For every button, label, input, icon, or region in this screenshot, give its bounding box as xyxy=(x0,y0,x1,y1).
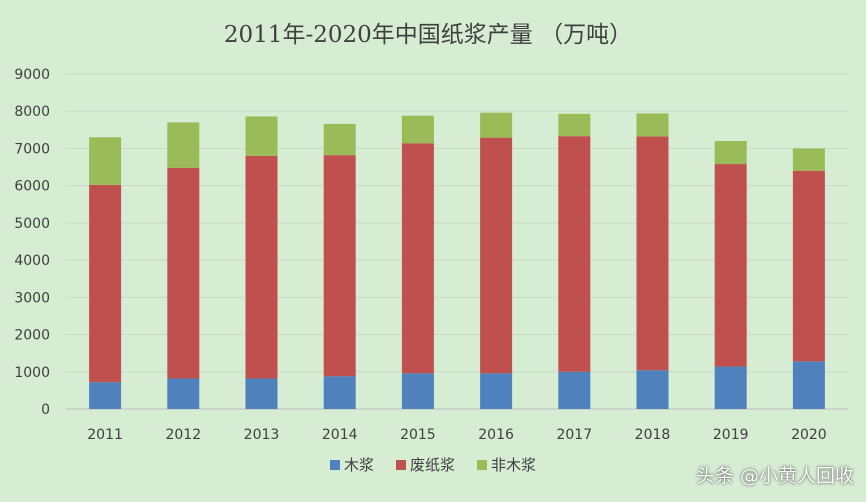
bar-segment-2-2012 xyxy=(167,167,200,379)
bar-segment-3-2012 xyxy=(167,122,200,168)
x-axis: 2011 2012 2013 2014 2015 2016 2017 2018 2019 2020 xyxy=(87,427,826,443)
bar-segment-1-2014 xyxy=(323,376,356,409)
y-tick-label: 7000 xyxy=(14,141,50,157)
x-tick-label: 2016 xyxy=(478,427,514,443)
x-tick-label: 2012 xyxy=(165,427,201,443)
y-tick-label: 2000 xyxy=(14,328,50,344)
x-tick-label: 2015 xyxy=(400,427,436,443)
bar-segment-1-2020 xyxy=(792,361,825,409)
bar-segment-1-2012 xyxy=(167,378,200,409)
legend: 木浆 废纸浆 非木浆 xyxy=(330,456,536,474)
y-tick-label: 3000 xyxy=(14,290,50,306)
bar-segment-3-2013 xyxy=(245,116,278,156)
bar-segment-3-2018 xyxy=(636,113,669,137)
bar-segment-2-2020 xyxy=(792,170,825,362)
y-tick-label: 0 xyxy=(41,402,50,418)
bar-segment-2-2013 xyxy=(245,155,278,379)
legend-label-1: 木浆 xyxy=(344,456,374,474)
y-tick-label: 8000 xyxy=(14,104,50,120)
bar-segment-3-2011 xyxy=(89,137,122,185)
bar-segment-1-2013 xyxy=(245,378,278,409)
bar-segment-2-2011 xyxy=(89,184,122,383)
legend-swatch-1 xyxy=(330,460,340,470)
bar-segment-3-2015 xyxy=(401,115,434,144)
y-tick-label: 4000 xyxy=(14,253,50,269)
bar-segment-2-2015 xyxy=(401,143,434,374)
bar-segment-3-2017 xyxy=(558,113,591,137)
bar-segment-3-2020 xyxy=(792,148,825,171)
bar-segment-2-2019 xyxy=(714,164,747,367)
bar-segment-1-2016 xyxy=(480,373,513,409)
bar-segment-2-2017 xyxy=(558,136,591,372)
legend-label-3: 非木浆 xyxy=(491,456,536,474)
bar-segment-2-2014 xyxy=(323,155,356,377)
y-tick-label: 6000 xyxy=(14,179,50,195)
bar-segment-1-2015 xyxy=(401,373,434,409)
x-tick-label: 2013 xyxy=(244,427,280,443)
bars xyxy=(89,112,825,409)
bar-segment-1-2019 xyxy=(714,366,747,409)
chart-title: 2011年-2020年中国纸浆产量 （万吨） xyxy=(224,22,632,48)
bar-segment-3-2016 xyxy=(480,112,513,138)
bar-segment-1-2017 xyxy=(558,371,591,409)
x-tick-label: 2014 xyxy=(322,427,358,443)
y-axis: 0 1000 2000 3000 4000 5000 6000 7000 8000 9000 xyxy=(14,67,50,418)
y-tick-label: 1000 xyxy=(14,365,50,381)
bar-segment-1-2018 xyxy=(636,370,669,409)
legend-swatch-3 xyxy=(477,460,487,470)
x-tick-label: 2020 xyxy=(791,427,827,443)
x-tick-label: 2017 xyxy=(556,427,592,443)
legend-label-2: 废纸浆 xyxy=(410,456,455,474)
x-tick-label: 2011 xyxy=(87,427,123,443)
bar-segment-3-2019 xyxy=(714,141,747,165)
bar-segment-2-2016 xyxy=(480,137,513,374)
x-tick-label: 2019 xyxy=(713,427,749,443)
y-tick-label: 9000 xyxy=(14,67,50,83)
watermark: 头条 @小黄人回收 xyxy=(695,465,854,487)
y-tick-label: 5000 xyxy=(14,216,50,232)
bar-segment-1-2011 xyxy=(89,382,122,409)
bar-segment-3-2014 xyxy=(323,123,356,156)
bar-segment-2-2018 xyxy=(636,136,669,371)
legend-swatch-2 xyxy=(396,460,406,470)
x-tick-label: 2018 xyxy=(635,427,671,443)
